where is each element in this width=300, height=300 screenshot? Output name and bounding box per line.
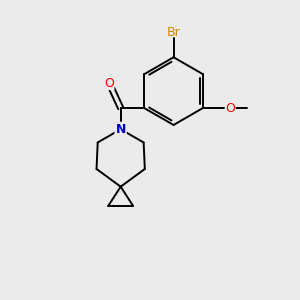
Text: O: O — [225, 101, 235, 115]
Text: O: O — [104, 76, 114, 89]
Text: N: N — [116, 123, 126, 136]
Text: Br: Br — [167, 26, 180, 39]
